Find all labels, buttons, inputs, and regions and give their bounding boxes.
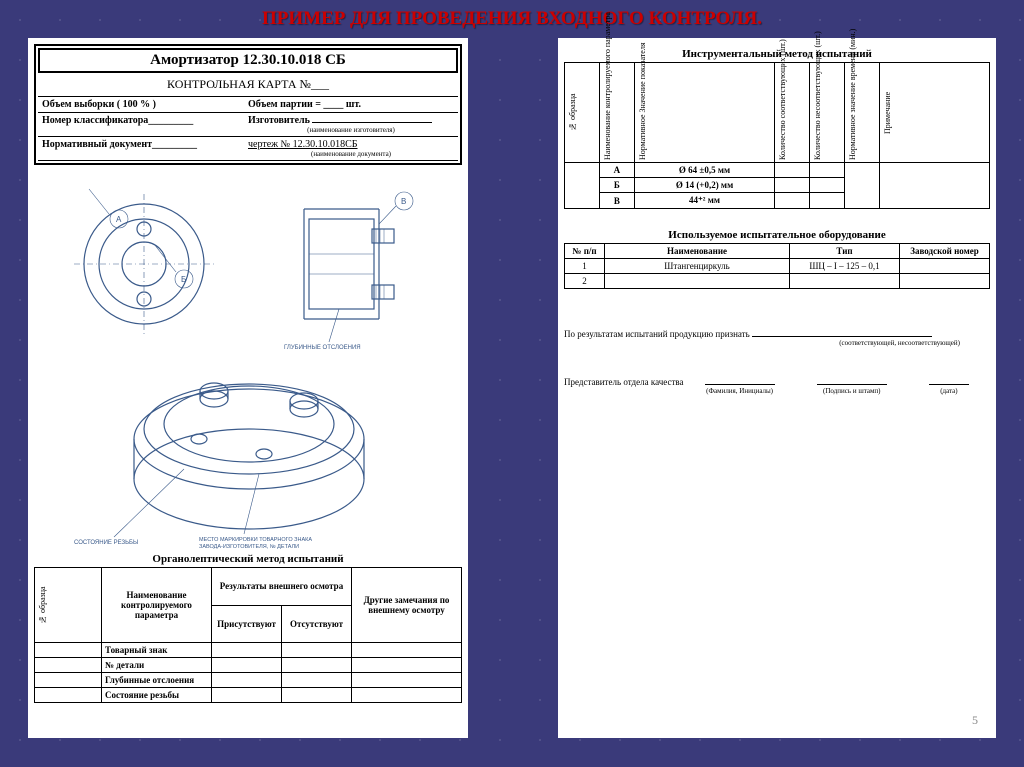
- info-row-1: Объем выборки ( 100 % ) Объем партии = _…: [38, 96, 458, 112]
- doc-frame: Амортизатор 12.30.10.018 СБ КОНТРОЛЬНАЯ …: [34, 44, 462, 165]
- organoleptic-table: № образца Наименование контролируемого п…: [34, 567, 462, 703]
- t2-c1: № образца: [568, 65, 577, 160]
- page-number: 5: [972, 713, 978, 728]
- t2-c6: Нормативное значение времени (мин.): [848, 65, 857, 160]
- eq-r1n: 2: [565, 274, 605, 289]
- slide-title: ПРИМЕР ДЛЯ ПРОВЕДЕНИЯ ВХОДНОГО КОНТРОЛЯ.: [0, 0, 1024, 38]
- table1-title: Органолептический метод испытаний: [34, 553, 462, 565]
- technical-drawing: А Б: [34, 169, 462, 549]
- t2-r1l: Б: [614, 180, 620, 190]
- callout-v: В: [401, 197, 406, 206]
- eq-r1s: [900, 274, 990, 289]
- info-row-2: Номер классификатора_________ Изготовите…: [38, 112, 458, 136]
- card-label: КОНТРОЛЬНАЯ КАРТА №___: [38, 77, 458, 92]
- label-mark-2: ЗАВОДА-ИЗГОТОВИТЕЛЯ, № ДЕТАЛИ: [199, 544, 299, 549]
- norm-doc-label: Нормативный документ_________: [42, 139, 197, 150]
- t1-col-param: Наименование контролируемого параметра: [121, 590, 192, 620]
- eq-r0type: ШЦ – I – 125 – 0,1: [790, 259, 900, 274]
- norm-doc-value: чертеж № 12.30.10.018СБ: [248, 139, 358, 150]
- page-container: Амортизатор 12.30.10.018 СБ КОНТРОЛЬНАЯ …: [0, 38, 1024, 738]
- label-deep: ГЛУБИННЫЕ ОТСЛОЕНИЯ: [284, 345, 361, 351]
- callout-a: А: [116, 215, 122, 224]
- equip-title: Используемое испытательное оборудование: [564, 229, 990, 241]
- t1-r0: Товарный знак: [105, 645, 167, 655]
- t1-col-absent: Отсутствуют: [290, 619, 343, 629]
- eq-c1: № п/п: [572, 246, 596, 256]
- t2-r0v: Ø 64 ±0,5 мм: [679, 165, 730, 175]
- label-mark-1: МЕСТО МАРКИРОВКИ ТОВАРНОГО ЗНАКА: [199, 537, 312, 543]
- t1-col-results: Результаты внешнего осмотра: [220, 581, 343, 591]
- sample-size: Объем выборки ( 100 % ): [42, 99, 156, 110]
- sig-sign-note: (Подпись и штамп): [811, 387, 893, 395]
- eq-r0s: [900, 259, 990, 274]
- t2-c3: Нормативное Значение показателя: [638, 65, 647, 160]
- result-label: По результатам испытаний продукцию призн…: [564, 329, 750, 339]
- eq-c2: Наименование: [667, 246, 727, 256]
- t1-col-num: № образца: [38, 570, 47, 640]
- eq-r1type: [790, 274, 900, 289]
- t1-r2: Глубинные отслоения: [105, 675, 194, 685]
- sig-name-note: (Фамилия, Инициалы): [699, 387, 781, 395]
- t2-c7: Примечание: [883, 65, 892, 160]
- t2-r2l: В: [614, 196, 620, 206]
- instrumental-table: № образца Наименование контролируемого п…: [564, 62, 990, 209]
- t1-col-present: Присутствуют: [217, 619, 276, 629]
- norm-doc-note: (наименование документа): [248, 150, 454, 158]
- t1-r1: № детали: [105, 660, 144, 670]
- table-row: Глубинные отслоения: [35, 673, 462, 688]
- table2-title: Инструментальный метод испытаний: [564, 48, 990, 60]
- manufacturer-note: (наименование изготовителя): [248, 126, 454, 134]
- eq-r1name: [605, 274, 790, 289]
- t1-r3: Состояние резьбы: [105, 690, 179, 700]
- label-thread: СОСТОЯНИЕ РЕЗЬБЫ: [74, 540, 138, 546]
- table-row: Товарный знак: [35, 643, 462, 658]
- doc-title: Амортизатор 12.30.10.018 СБ: [38, 48, 458, 73]
- table-row: 2: [565, 274, 990, 289]
- info-row-3: Нормативный документ_________ чертеж № 1…: [38, 136, 458, 161]
- eq-c3: Тип: [836, 246, 852, 256]
- result-line: По результатам испытаний продукцию призн…: [564, 329, 990, 347]
- callout-b: Б: [181, 275, 186, 284]
- table-row: № детали: [35, 658, 462, 673]
- t2-r1v: Ø 14 (+0,2) мм: [676, 180, 733, 190]
- batch-size: Объем партии = ____ шт.: [248, 99, 361, 110]
- rep-label: Представитель отдела качества: [564, 377, 684, 395]
- sig-date-note: (дата): [923, 387, 975, 395]
- result-note: (соответствующей, несоответствующей): [564, 339, 990, 347]
- table-row: А Ø 64 ±0,5 мм: [565, 163, 990, 178]
- manufacturer-label: Изготовитель: [248, 115, 310, 126]
- table-row: Состояние резьбы: [35, 688, 462, 703]
- t1-col-notes: Другие замечания по внешнему осмотру: [364, 595, 450, 615]
- left-page: Амортизатор 12.30.10.018 СБ КОНТРОЛЬНАЯ …: [28, 38, 468, 738]
- t2-c5: Количество несоответствующих (шт.): [813, 65, 822, 160]
- eq-r0name: Штангенциркуль: [605, 259, 790, 274]
- t2-r2v: 44⁺² мм: [689, 195, 720, 205]
- classifier-num: Номер классификатора_________: [42, 115, 193, 126]
- t2-c2: Наименование контролируемого параметра: [603, 65, 612, 160]
- right-page: Инструментальный метод испытаний № образ…: [558, 38, 996, 738]
- t2-r0l: А: [614, 165, 621, 175]
- eq-c4: Заводской номер: [910, 246, 978, 256]
- table-row: 1 Штангенциркуль ШЦ – I – 125 – 0,1: [565, 259, 990, 274]
- signature-row: Представитель отдела качества (Фамилия, …: [564, 377, 990, 395]
- t2-c4: Количество соответствующих (шт.): [778, 65, 787, 160]
- eq-r0n: 1: [565, 259, 605, 274]
- equipment-table: № п/п Наименование Тип Заводской номер 1…: [564, 243, 990, 289]
